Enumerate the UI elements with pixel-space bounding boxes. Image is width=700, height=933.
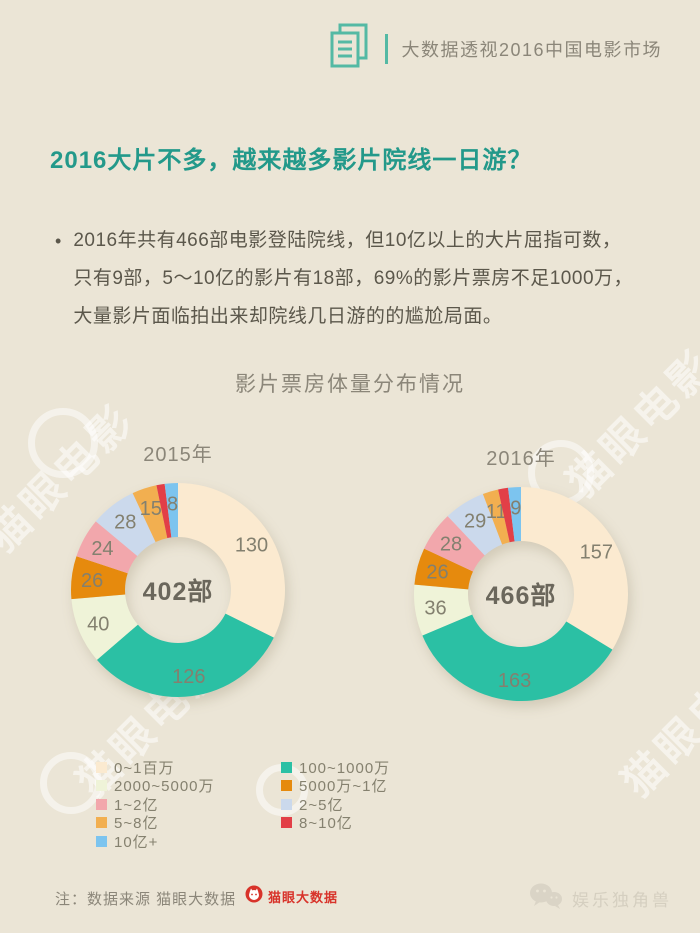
header: 大数据透视2016中国电影市场 — [326, 22, 662, 75]
slice-value-label: 28 — [440, 533, 462, 555]
slice-value-label: 40 — [87, 614, 109, 636]
page-title: 2016大片不多，越来越多影片院线一日游？ — [50, 147, 533, 174]
donut-slice — [96, 613, 274, 697]
legend-label: 2~5亿 — [299, 796, 344, 814]
legend-item: 0~1百万 — [96, 760, 281, 777]
legend-item: 5000万~1亿 — [281, 778, 466, 795]
donut-slice — [414, 584, 473, 636]
slice-value-label: 24 — [91, 538, 113, 560]
slice-value-label: 163 — [498, 670, 531, 692]
legend-item: 1~2亿 — [96, 797, 281, 814]
intro-text: 2016年共有466部电影登陆院线，但10亿以上的大片屈指可数， 只有9部，5～… — [73, 230, 634, 327]
brand-logo-watermark — [40, 752, 102, 814]
donut-slice — [156, 483, 172, 539]
legend-swatch — [96, 835, 107, 847]
chart-legend: 0~1百万 2000~5000万 1~2亿 5~8亿 10亿+ 100~1000万 5000… — [96, 760, 466, 851]
donut-slice — [482, 489, 510, 545]
legend-item: 10亿+ — [96, 834, 281, 851]
legend-item: 5~8亿 — [96, 815, 281, 832]
legend-label: 8~10亿 — [299, 815, 353, 832]
donut-slice — [76, 521, 138, 574]
slice-value-label: 11 — [486, 501, 507, 523]
legend-swatch — [96, 761, 107, 773]
wechat-icon — [528, 882, 564, 915]
slice-value-label: 157 — [580, 542, 613, 564]
donut-slice — [498, 487, 515, 543]
legend-swatch — [96, 798, 107, 810]
slice-value-label: 15 — [140, 498, 162, 520]
legend-label: 0~1百万 — [114, 759, 175, 777]
header-divider — [385, 33, 389, 64]
legend-item: 100~1000万 — [281, 760, 466, 777]
donut-slice — [71, 556, 128, 600]
intro-paragraph: • 2016年共有466部电影登陆院线，但10亿以上的大片屈指可数， 只有9部，… — [55, 222, 660, 336]
slice-value-label: 28 — [114, 511, 136, 533]
donut-slice — [508, 487, 521, 542]
legend-swatch — [281, 817, 292, 828]
wechat-account: 娱乐独角兽 — [528, 882, 672, 915]
legend-swatch — [96, 817, 107, 828]
slice-value-label: 26 — [426, 562, 448, 584]
legend-label: 5~8亿 — [114, 815, 159, 832]
chart-year-label: 2016年 — [486, 448, 556, 470]
legend-item: 8~10亿 — [281, 815, 466, 832]
slice-value-label: 126 — [172, 666, 205, 688]
legend-column: 100~1000万 5000万~1亿 2~5亿 8~10亿 — [281, 760, 466, 848]
donut-chart-2015: 2015年 130 126 40 26 24 28 15 8 402部 — [58, 438, 298, 710]
legend-label: 5000万~1亿 — [299, 778, 388, 795]
donut-slice — [71, 594, 138, 660]
maoyan-logo-icon — [245, 885, 263, 908]
slice-value-label: 36 — [424, 597, 446, 619]
legend-column: 0~1百万 2000~5000万 1~2亿 5~8亿 10亿+ — [96, 760, 281, 851]
donut-slice — [422, 614, 613, 701]
donut-center-total: 402部 — [142, 578, 214, 606]
legend-swatch — [281, 798, 292, 810]
bullet-dot: • — [55, 231, 62, 251]
slice-value-label: 8 — [167, 494, 178, 516]
data-source-note: 注：数据来源 猫眼大数据 — [55, 891, 237, 908]
wechat-account-name: 娱乐独角兽 — [572, 891, 672, 910]
legend-swatch — [96, 780, 107, 791]
chart-year-label: 2015年 — [143, 444, 213, 466]
maoyan-brand: 猫眼大数据 — [245, 885, 338, 908]
donut-chart-2016: 2016年 157 163 36 26 28 29 11 9 466部 — [401, 442, 641, 714]
donut-slice — [414, 548, 474, 590]
donut-slice — [521, 487, 628, 650]
legend-label: 10亿+ — [114, 833, 159, 851]
chart-title: 影片票房体量分布情况 — [235, 373, 465, 396]
donut-slice — [164, 483, 178, 538]
legend-swatch — [281, 761, 292, 773]
donut-slice — [424, 516, 485, 572]
slice-value-label: 9 — [510, 498, 521, 520]
donut-slice — [132, 485, 168, 542]
legend-swatch — [281, 780, 292, 791]
legend-label: 2000~5000万 — [114, 778, 215, 795]
legend-item: 2~5亿 — [281, 797, 466, 814]
legend-item: 2000~5000万 — [96, 778, 281, 795]
maoyan-logo-text: 猫眼大数据 — [268, 890, 339, 905]
donut-2015: 130 126 40 26 24 28 15 8 402部 — [58, 470, 298, 710]
documents-icon — [326, 22, 372, 75]
slice-value-label: 130 — [235, 534, 268, 556]
donut-center-total: 466部 — [485, 582, 557, 610]
donut-slice — [95, 493, 156, 557]
legend-label: 1~2亿 — [114, 796, 159, 814]
slice-value-label: 26 — [81, 570, 103, 592]
donut-2016: 157 163 36 26 28 29 11 9 466部 — [401, 474, 641, 714]
donut-slice — [447, 494, 503, 556]
slice-value-label: 29 — [464, 511, 486, 533]
legend-label: 100~1000万 — [299, 759, 391, 777]
donut-slice — [178, 483, 285, 638]
header-title: 大数据透视2016中国电影市场 — [401, 39, 662, 60]
